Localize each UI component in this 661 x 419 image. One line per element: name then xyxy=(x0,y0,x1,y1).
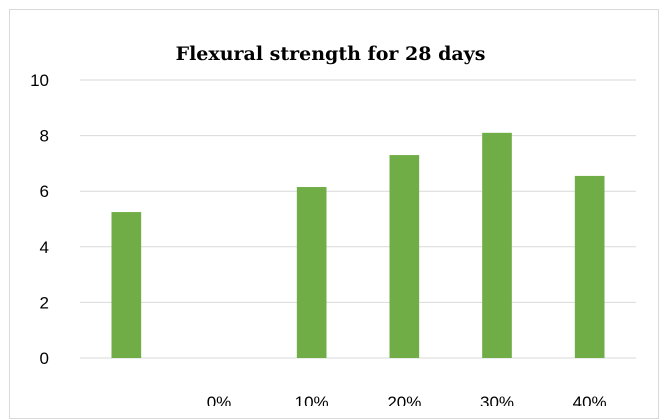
chart-title: Flexural strength for 28 days xyxy=(175,43,486,65)
y-tick-label: 4 xyxy=(40,238,49,257)
x-axis-tick-labels: 0% 10% 20% 30% 40% xyxy=(207,393,607,406)
bars xyxy=(111,132,605,358)
bar xyxy=(389,155,420,358)
x-tick-label: 0% xyxy=(207,393,232,406)
bar xyxy=(296,187,327,358)
bar xyxy=(482,132,512,358)
y-axis-tick-labels: 0 2 4 6 8 10 xyxy=(30,71,49,368)
bar xyxy=(111,212,142,358)
y-tick-label: 6 xyxy=(40,182,49,201)
x-tick-label: 10% xyxy=(295,393,329,406)
gridlines xyxy=(80,79,636,359)
y-tick-label: 0 xyxy=(40,349,49,368)
x-tick-label: 40% xyxy=(573,393,607,406)
x-tick-label: 30% xyxy=(480,393,514,406)
x-tick-label: 20% xyxy=(387,393,421,406)
y-tick-label: 2 xyxy=(40,293,49,312)
bar xyxy=(574,175,605,358)
y-tick-label: 8 xyxy=(40,127,49,146)
y-tick-label: 10 xyxy=(30,71,49,90)
bar-chart: 0 2 4 6 8 10 0% 10% 20% 30% 40% xyxy=(30,71,636,406)
